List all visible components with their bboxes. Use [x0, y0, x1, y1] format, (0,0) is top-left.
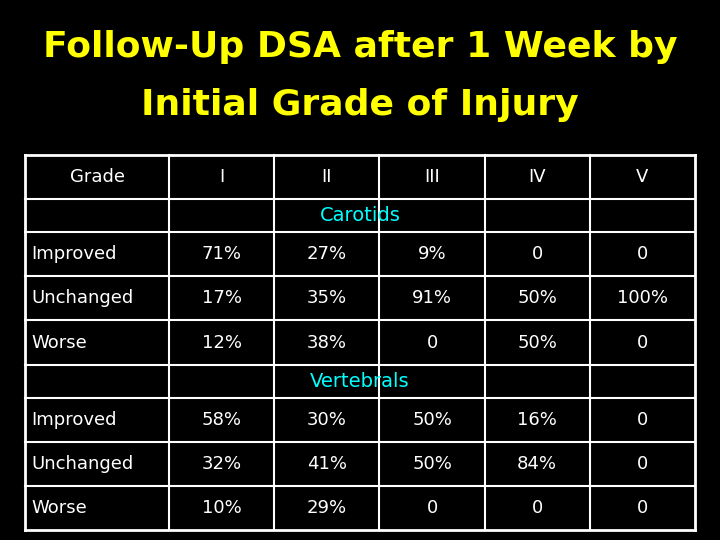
Text: 91%: 91%	[412, 289, 452, 307]
Text: 10%: 10%	[202, 499, 241, 517]
Text: 50%: 50%	[517, 289, 557, 307]
Text: 38%: 38%	[307, 334, 347, 352]
Text: 100%: 100%	[617, 289, 668, 307]
Text: 17%: 17%	[202, 289, 242, 307]
Text: Initial Grade of Injury: Initial Grade of Injury	[141, 88, 579, 122]
Text: 71%: 71%	[202, 245, 242, 264]
Text: Unchanged: Unchanged	[31, 289, 133, 307]
Text: 16%: 16%	[517, 411, 557, 429]
Text: 50%: 50%	[517, 334, 557, 352]
Text: 0: 0	[426, 334, 438, 352]
Text: Vertebrals: Vertebrals	[310, 372, 410, 390]
Text: 0: 0	[531, 499, 543, 517]
Text: Improved: Improved	[31, 245, 117, 264]
Text: Worse: Worse	[31, 499, 86, 517]
Text: 0: 0	[426, 499, 438, 517]
Text: II: II	[322, 168, 332, 186]
Text: IV: IV	[528, 168, 546, 186]
Text: 84%: 84%	[517, 455, 557, 473]
Text: 12%: 12%	[202, 334, 242, 352]
Text: Worse: Worse	[31, 334, 86, 352]
Text: 32%: 32%	[202, 455, 242, 473]
Text: 29%: 29%	[307, 499, 347, 517]
Text: 27%: 27%	[307, 245, 347, 264]
Text: 41%: 41%	[307, 455, 347, 473]
Text: 0: 0	[636, 499, 648, 517]
Text: 58%: 58%	[202, 411, 242, 429]
Text: 30%: 30%	[307, 411, 347, 429]
Text: 0: 0	[636, 334, 648, 352]
Text: Improved: Improved	[31, 411, 117, 429]
Text: Unchanged: Unchanged	[31, 455, 133, 473]
Text: 35%: 35%	[307, 289, 347, 307]
Text: III: III	[424, 168, 440, 186]
Text: Follow-Up DSA after 1 Week by: Follow-Up DSA after 1 Week by	[42, 30, 678, 64]
Text: V: V	[636, 168, 649, 186]
Text: 0: 0	[531, 245, 543, 264]
Text: 50%: 50%	[412, 455, 452, 473]
Text: Grade: Grade	[70, 168, 125, 186]
Text: 9%: 9%	[418, 245, 446, 264]
Text: 0: 0	[636, 455, 648, 473]
Text: Carotids: Carotids	[320, 206, 400, 225]
Text: I: I	[219, 168, 224, 186]
Text: 50%: 50%	[412, 411, 452, 429]
Text: 0: 0	[636, 411, 648, 429]
Text: 0: 0	[636, 245, 648, 264]
